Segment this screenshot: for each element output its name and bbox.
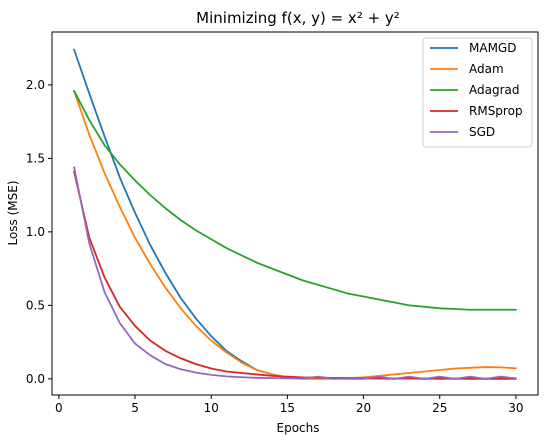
x-tick-label: 0 <box>55 401 63 415</box>
y-tick-label: 1.5 <box>26 151 45 165</box>
y-axis-ticks: 0.0 0.5 1.0 1.5 2.0 <box>26 78 52 386</box>
legend: MAMGD Adam Adagrad RMSprop SGD <box>422 37 533 148</box>
series-lines <box>73 48 517 380</box>
x-tick-label: 30 <box>508 401 523 415</box>
series-line-sgd <box>73 166 517 380</box>
legend-label-adam: Adam <box>469 62 504 76</box>
legend-label-rmsprop: RMSprop <box>469 104 523 118</box>
x-axis-label: Epochs <box>277 421 320 435</box>
x-axis-ticks: 0 5 10 15 20 25 30 <box>55 395 524 415</box>
legend-box <box>422 37 533 148</box>
x-tick-label: 10 <box>204 401 219 415</box>
chart-title: Minimizing f(x, y) = x² + y² <box>196 9 400 27</box>
series-line-rmsprop <box>73 170 517 380</box>
legend-label-mamgd: MAMGD <box>469 41 516 55</box>
y-tick-label: 2.0 <box>26 78 45 92</box>
series-line-adagrad <box>73 89 517 311</box>
x-tick-label: 15 <box>280 401 295 415</box>
legend-label-adagrad: Adagrad <box>469 83 520 97</box>
x-tick-label: 5 <box>131 401 139 415</box>
y-tick-label: 0.0 <box>26 372 45 386</box>
plot-area-frame <box>51 31 539 396</box>
x-tick-label: 20 <box>356 401 371 415</box>
y-tick-label: 0.5 <box>26 298 45 312</box>
legend-label-sgd: SGD <box>469 125 495 139</box>
x-tick-label: 25 <box>432 401 447 415</box>
y-tick-label: 1.0 <box>26 225 45 239</box>
y-axis-label: Loss (MSE) <box>6 180 20 245</box>
